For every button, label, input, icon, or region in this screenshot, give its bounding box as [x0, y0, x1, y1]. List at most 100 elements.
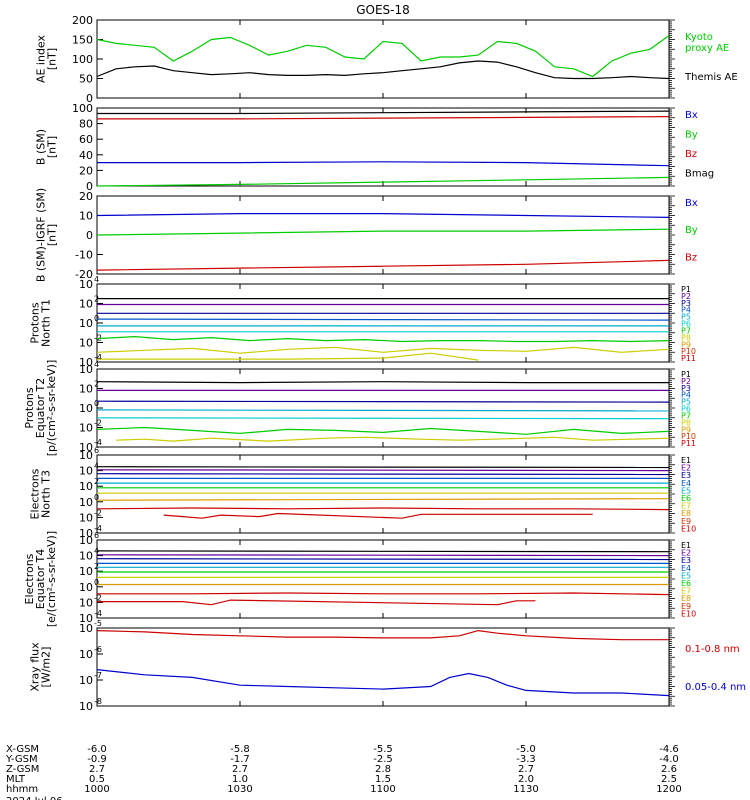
legend-entry: E3: [681, 556, 691, 565]
y-tick-label: 10: [79, 511, 93, 524]
legend-entry: proxy AE: [685, 43, 729, 54]
y-tick-label: 80: [79, 118, 93, 131]
y-tick-exponent: 6: [94, 531, 99, 540]
panel-frame-ae: [96, 19, 670, 99]
series-line-bz: [96, 259, 670, 271]
panel-frame-xray: [96, 627, 670, 707]
series-line-bx: [97, 161, 670, 167]
y-tick-label: 10: [79, 596, 93, 609]
legend-entry: P1: [681, 285, 691, 294]
series-line-0.1-0.8-nm: [96, 629, 669, 641]
ephemeris-value: 1030: [227, 784, 252, 795]
series-line-e9: [96, 507, 670, 511]
series-line-p7: [96, 335, 670, 343]
legend-entry: E8: [681, 594, 691, 603]
legend-entry: Bmag: [685, 168, 714, 179]
legend-entry: P7: [681, 326, 691, 335]
legend-entry: E3: [681, 471, 691, 480]
y-axis-label: Equator T4: [34, 549, 47, 609]
y-tick-label: 10: [79, 700, 93, 713]
date-label: 2024 Jul 06: [6, 796, 63, 800]
y-tick-label: 10: [79, 674, 93, 687]
y-tick-label: 10: [79, 402, 93, 415]
series-line-e3: [96, 473, 670, 476]
ephemeris-value: -3.3: [516, 754, 536, 765]
y-tick-exponent: -4: [94, 609, 102, 618]
ephemeris-value: -4.6: [659, 744, 679, 755]
y-axis-label: North T3: [40, 470, 53, 518]
legend-entry: P5: [681, 313, 691, 322]
legend-entry: E4: [681, 479, 691, 488]
y-tick-label: 10: [79, 441, 93, 454]
series-line-bz: [97, 116, 670, 120]
y-tick-label: 10: [79, 278, 93, 291]
legend-entry: P2: [681, 292, 691, 301]
series-line-e8: [96, 498, 670, 501]
y-tick-label: 10: [79, 210, 93, 223]
legend-entry: P9: [681, 340, 691, 349]
ephemeris-value: -4.0: [659, 754, 679, 765]
y-tick-exponent: 4: [94, 547, 99, 556]
y-tick-label: 10: [79, 383, 93, 396]
ephemeris-row-label: MLT: [6, 774, 26, 785]
y-axis-label: [nT]: [46, 136, 59, 158]
legend-entry: E10: [681, 524, 696, 533]
legend-entry: P8: [681, 418, 691, 427]
legend-entry: P6: [681, 405, 691, 414]
series-line-p6: [96, 426, 670, 435]
y-tick-exponent: 0: [94, 493, 99, 502]
y-tick-label: 10: [79, 480, 93, 493]
ephemeris-value: -2.5: [373, 754, 393, 765]
y-tick-label: 100: [72, 102, 93, 115]
y-tick-label: 10: [79, 337, 93, 350]
series-line-e10: [97, 599, 536, 606]
y-axis-label: Protons: [23, 387, 36, 428]
y-tick-exponent: 2: [94, 477, 99, 486]
ephemeris-value: -1.7: [230, 754, 250, 765]
y-tick-exponent: 6: [94, 446, 99, 455]
series-line-e3: [96, 558, 670, 561]
y-tick-label: 10: [79, 648, 93, 661]
legend-entry: Bx: [685, 198, 698, 209]
panel-frame-protons_t1: [96, 283, 670, 363]
y-tick-label: 20: [79, 190, 93, 203]
series-line-e1: [96, 550, 670, 553]
legend-entry: 0.05-0.4 nm: [685, 682, 746, 693]
legend-entry: P8: [681, 333, 691, 342]
legend-entry: E5: [681, 571, 691, 580]
ephemeris-value: -5.0: [516, 744, 536, 755]
y-tick-exponent: -4: [94, 353, 102, 362]
y-tick-label: 10: [79, 527, 93, 540]
ephemeris-value: -5.5: [373, 744, 393, 755]
series-line-p1: [96, 381, 669, 384]
legend-entry: E10: [681, 609, 696, 618]
legend-entry: P10: [681, 432, 696, 441]
y-tick-label: 10: [79, 622, 93, 635]
series-line-by: [96, 176, 670, 187]
legend-entry: P11: [681, 354, 696, 363]
legend-entry: 0.1-0.8 nm: [685, 644, 740, 655]
y-tick-label: 10: [79, 449, 93, 462]
series-line-e1: [96, 466, 670, 469]
y-tick-label: 10: [79, 298, 93, 311]
y-tick-exponent: 2: [94, 562, 99, 571]
y-tick-label: 10: [79, 612, 93, 625]
series-line-e10: [163, 512, 593, 519]
series-line-p3: [96, 400, 670, 403]
legend-entry: E2: [681, 549, 691, 558]
y-axis-label: Electrons: [29, 468, 42, 519]
legend-entry: P7: [681, 411, 691, 420]
y-tick-label: -20: [75, 268, 93, 281]
legend-entry: E8: [681, 509, 691, 518]
legend-entry: P3: [681, 384, 691, 393]
legend-entry: P11: [681, 439, 696, 448]
y-axis-label: AE index: [35, 34, 48, 83]
y-tick-label: 10: [79, 565, 93, 578]
y-tick-label: 10: [79, 550, 93, 563]
y-axis-label: B (SM)-IGRF (SM): [35, 188, 48, 282]
ephemeris-value: 0.5: [89, 774, 105, 785]
y-tick-label: 10: [79, 363, 93, 376]
y-tick-exponent: -2: [94, 593, 102, 602]
y-tick-exponent: -4: [94, 438, 102, 447]
y-axis-label: [nT]: [46, 224, 59, 246]
